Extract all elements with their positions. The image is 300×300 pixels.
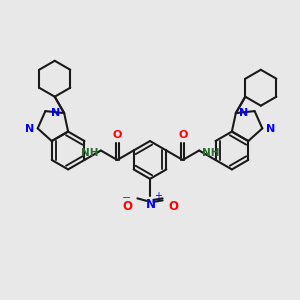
Text: NH: NH xyxy=(202,148,219,158)
Text: N: N xyxy=(239,108,249,118)
Text: O: O xyxy=(168,200,178,213)
Text: N: N xyxy=(51,108,61,118)
Text: O: O xyxy=(178,130,188,140)
Text: NH: NH xyxy=(81,148,98,158)
Text: O: O xyxy=(112,130,122,140)
Text: O: O xyxy=(122,200,132,213)
Text: N: N xyxy=(146,198,155,211)
Text: −: − xyxy=(122,194,132,203)
Text: N: N xyxy=(266,124,275,134)
Text: +: + xyxy=(154,191,163,201)
Text: N: N xyxy=(25,124,34,134)
